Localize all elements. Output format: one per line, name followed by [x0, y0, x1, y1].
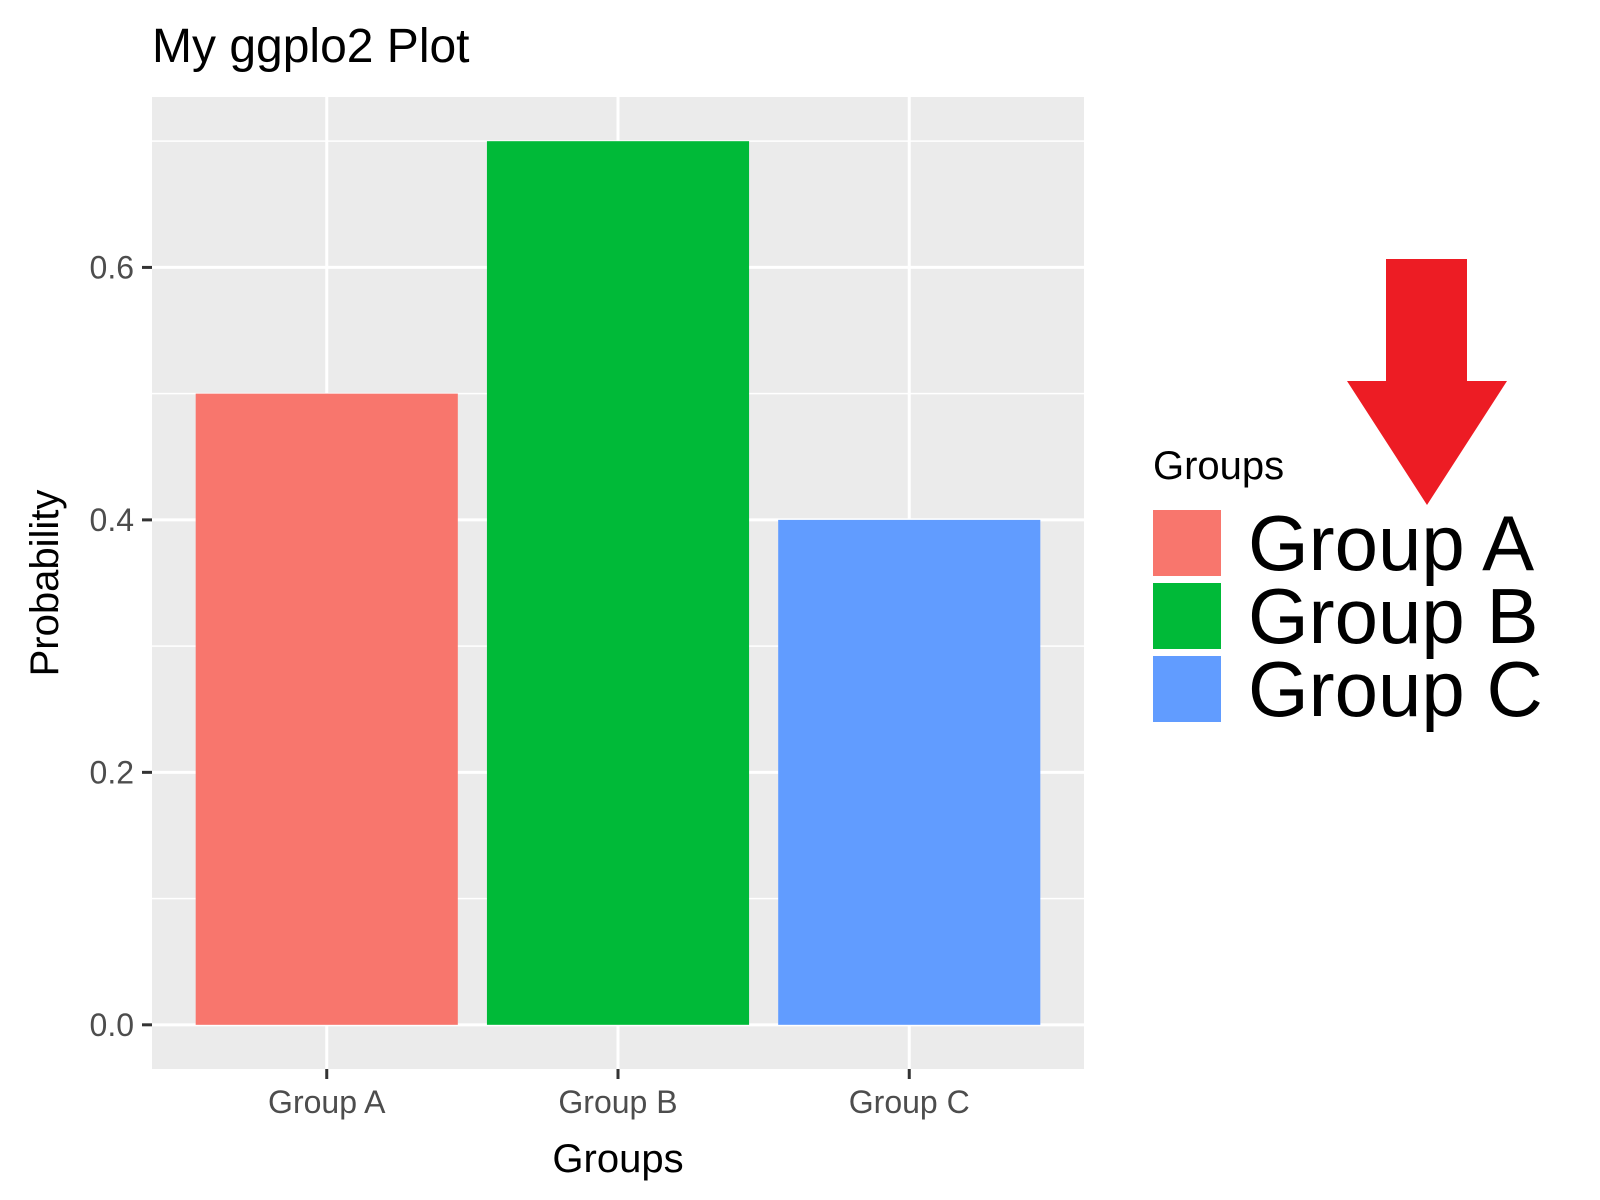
legend-key [1153, 583, 1221, 649]
x-tick-label: Group A [268, 1084, 386, 1120]
x-axis: Group A Group B Group C [268, 1069, 970, 1120]
y-axis: 0.0 0.2 0.4 0.6 [90, 249, 152, 1043]
y-tick-label: 0.4 [90, 502, 134, 538]
bar-group-b [486, 141, 750, 1025]
y-tick-label: 0.2 [90, 754, 134, 790]
y-tick-label: 0.0 [90, 1007, 134, 1043]
y-axis-title: Probability [23, 490, 67, 677]
y-tick-label: 0.6 [90, 249, 134, 285]
bar-group-c [778, 519, 1041, 1025]
bar-group-a [195, 393, 458, 1025]
bars [195, 141, 1041, 1025]
legend-label: Group C [1248, 645, 1543, 733]
legend-title: Groups [1153, 444, 1284, 488]
x-tick-label: Group B [558, 1084, 677, 1120]
legend-key [1153, 510, 1221, 576]
legend-label: Group B [1248, 572, 1538, 660]
legend-label: Group A [1248, 499, 1534, 587]
down-arrow-icon [1347, 259, 1507, 505]
x-axis-title: Groups [552, 1137, 683, 1181]
chart-title: My ggplo2 Plot [152, 20, 470, 73]
legend-key [1153, 656, 1221, 722]
x-tick-label: Group C [849, 1084, 970, 1120]
